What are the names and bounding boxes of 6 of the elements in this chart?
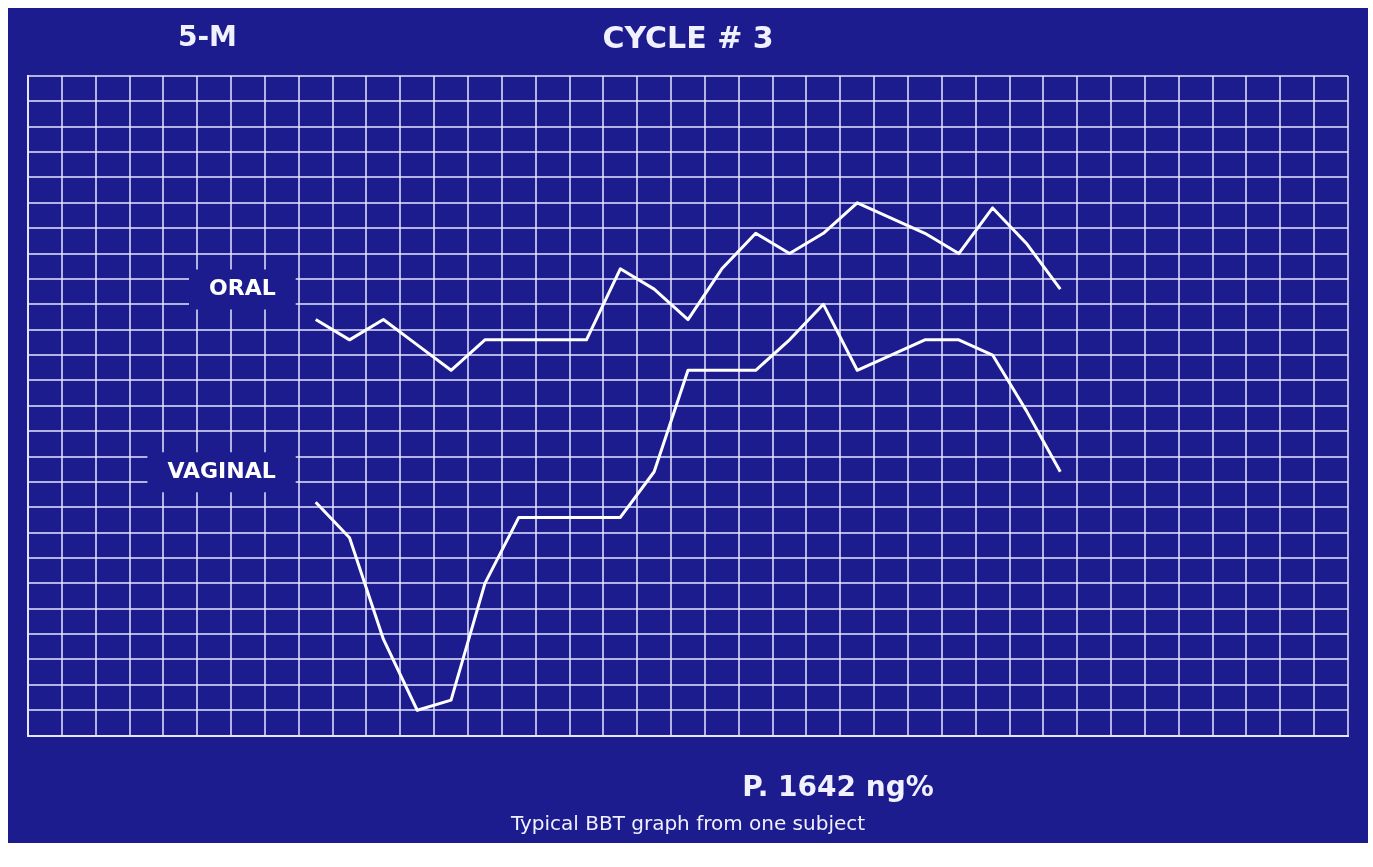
text: VAGINAL <box>167 457 276 483</box>
text: P. 1642 ng% <box>742 770 934 803</box>
chart-title: CYCLE # 3 <box>602 20 774 55</box>
text: 5-M <box>178 20 237 53</box>
text: ORAL <box>209 275 276 301</box>
text: Typical BBT graph from one subject <box>510 811 866 835</box>
